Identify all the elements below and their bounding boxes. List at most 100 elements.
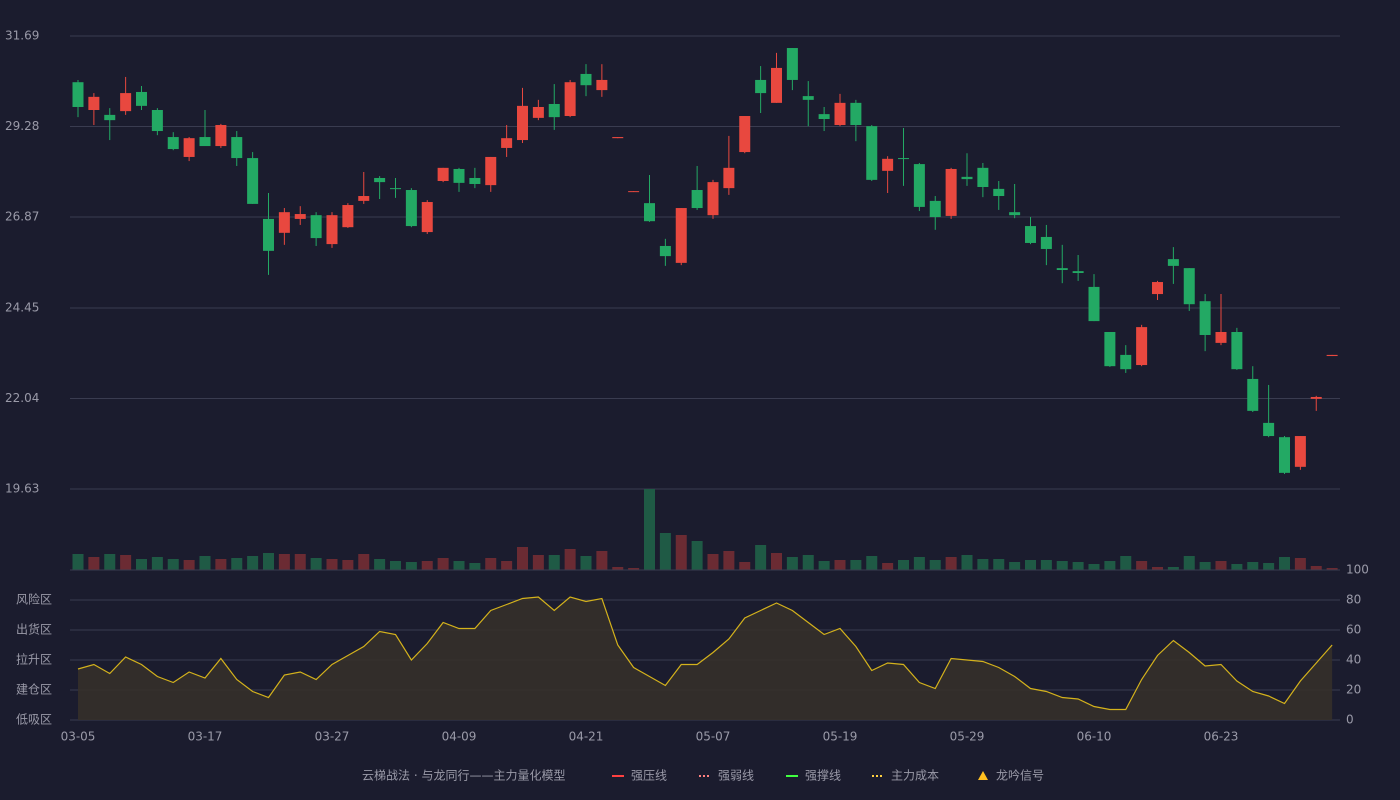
candle-body [771,67,782,103]
candle-body [437,167,449,181]
volume-bar [993,559,1005,570]
y-tick-label: 40 [1346,653,1361,667]
candle-body [596,79,608,91]
candle-body [1215,331,1227,343]
candle-body [342,205,354,228]
volume-bar [167,559,179,570]
candle-body [501,138,513,148]
y-tick-label: 60 [1346,623,1361,637]
volume-bar [1294,558,1306,570]
zone-label: 低吸区 [16,713,52,727]
x-tick-label: 04-09 [442,730,477,744]
candle-body [818,114,830,120]
volume-bar [1009,562,1021,570]
volume-bar [1025,560,1036,570]
candle-body [167,137,179,150]
volume-bar [961,555,973,570]
volume-bar [294,554,306,570]
candle-body [628,191,640,193]
candle-body [390,188,401,190]
volume-bar [453,561,465,570]
volume-bar [913,557,925,570]
candle-body [421,202,433,233]
candle-body [120,93,132,112]
candle-body [1326,354,1338,357]
volume-bar [580,556,592,570]
volume-bar [675,535,687,570]
volume-bar [755,545,767,570]
volume-bar [1088,564,1100,570]
candle-body [358,196,370,201]
volume-bar [199,556,211,570]
volume-bar [1231,564,1243,570]
volume-bar [358,554,370,570]
volume-bar [532,555,544,570]
volume-bar [1072,562,1084,570]
legend-label: 强撑线 [805,768,841,783]
volume-bar [1279,557,1290,570]
volume-bar [1247,562,1259,570]
volume-bar [485,558,497,570]
candle-body [469,177,481,184]
legend-title: 云梯战法 · 与龙同行——主力量化模型 [362,769,565,783]
volume-bar [136,559,147,570]
legend-label: 龙吟信号 [996,768,1044,783]
y-tick-label: 0 [1346,713,1354,727]
y-tick-label: 31.69 [5,29,39,43]
zone-label: 风险区 [16,592,52,607]
y-tick-label: 22.04 [5,391,39,405]
zone-label: 建仓区 [16,683,52,697]
candle-body [929,200,941,218]
candle-body [1025,226,1036,243]
volume-bar [278,554,290,570]
candle-body [151,109,163,132]
candle-body [263,218,274,251]
candle-body [612,137,624,139]
volume-bar [707,554,719,570]
candle-body [517,105,528,141]
candle-body [294,214,306,219]
volume-bar [945,557,957,570]
candle-body [1040,236,1052,249]
volume-bar [929,560,941,570]
x-tick-label: 05-29 [950,730,985,744]
candle-body [1263,422,1275,437]
y-tick-label: 100 [1346,563,1369,577]
candle-body [326,215,338,245]
candle-body [1310,396,1322,399]
candle-body [215,125,227,147]
candle-body [850,102,862,126]
candle-body [659,245,671,257]
volume-bar [834,560,846,570]
volume-bar [977,559,989,570]
y-tick-label: 19.63 [5,482,39,496]
candle-body [1279,437,1290,473]
candle-body [453,168,465,183]
candle-body [485,156,497,186]
candle-body [183,138,195,157]
candle-body [88,96,100,110]
volume-bar [1152,567,1163,570]
x-tick-label: 04-21 [569,730,604,744]
candle-body [961,176,973,180]
volume-bar [818,561,830,570]
volume-bar [1167,567,1179,570]
candle-body [310,215,322,239]
candle-body [1167,259,1179,266]
x-tick-label: 05-07 [696,730,731,744]
volume-bar [691,541,703,570]
candle-body [1104,331,1116,367]
volume-bar [596,551,608,570]
volume-bar [390,561,401,570]
oscillator-line [77,596,1333,711]
volume-bar [1215,561,1227,570]
candle-body [755,79,767,94]
volume-bar [405,562,417,570]
candle-body [231,137,243,159]
volume-bar [517,547,528,570]
volume-bar [72,554,84,570]
candle-body [1294,436,1306,467]
volume-bar [866,556,878,570]
volume-bar [1056,561,1068,570]
